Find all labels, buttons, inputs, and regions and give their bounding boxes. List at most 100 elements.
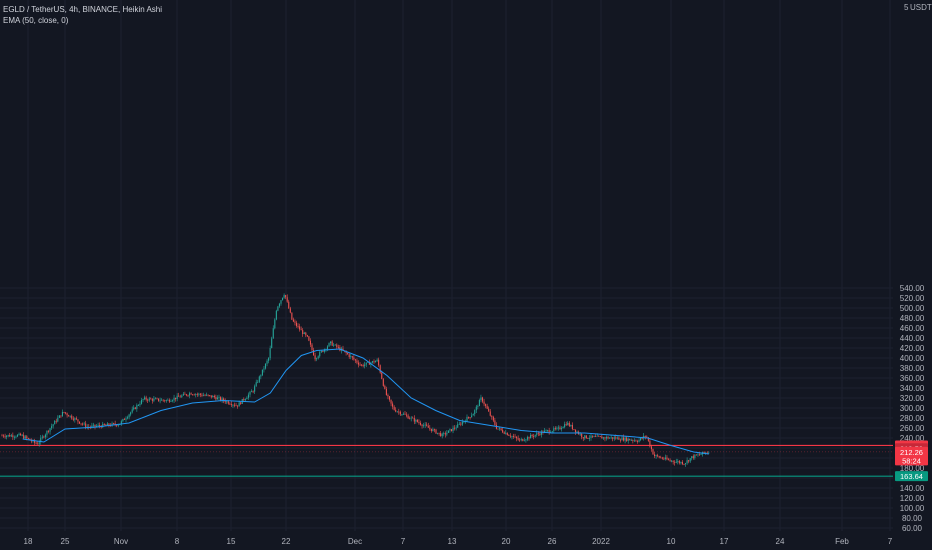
- candle-body: [278, 303, 280, 307]
- candle-body: [512, 436, 515, 438]
- ema-line: [22, 348, 709, 455]
- candle-body: [362, 365, 364, 367]
- candle-body: [266, 360, 268, 364]
- candle-body: [232, 404, 234, 406]
- price-tick-label: 380.00: [900, 364, 925, 373]
- candle-body: [215, 397, 217, 400]
- candle-body: [492, 416, 494, 421]
- candle-body: [134, 407, 136, 409]
- candle-body: [607, 437, 609, 439]
- candle-body: [322, 351, 324, 352]
- candle-body: [63, 411, 65, 413]
- candle-body: [388, 396, 391, 400]
- indicator-title[interactable]: EMA (50, close, 0): [3, 16, 69, 25]
- candle-body: [599, 436, 601, 438]
- horizontal-lines: [0, 444, 893, 477]
- candle-body: [564, 424, 566, 428]
- candle-body: [320, 351, 322, 353]
- candle-body: [581, 433, 583, 438]
- candle-body: [43, 436, 45, 438]
- candle-body: [54, 420, 56, 425]
- candle-body: [364, 364, 366, 367]
- price-tick-label: 440.00: [900, 334, 925, 343]
- candle-body: [131, 409, 133, 413]
- candle-body: [361, 364, 363, 366]
- candle-body: [164, 400, 166, 402]
- price-axis-top-label: 5: [904, 3, 909, 12]
- candle-body: [384, 385, 386, 389]
- price-axis[interactable]: 60.0080.00100.00120.00140.00160.00180.00…: [900, 3, 932, 533]
- candle-body: [71, 415, 73, 419]
- candle-body: [275, 310, 277, 320]
- candle-body: [27, 438, 29, 439]
- candle-body: [150, 398, 152, 400]
- candle-body: [111, 423, 113, 426]
- candle-body: [156, 398, 158, 400]
- candle-body: [609, 437, 611, 439]
- candle-body: [137, 405, 139, 406]
- candle-body: [677, 461, 679, 462]
- candle-body: [478, 400, 480, 407]
- price-tick-label: 80.00: [902, 514, 923, 523]
- candle-body: [167, 399, 169, 401]
- price-tick-label: 240.00: [900, 434, 925, 443]
- candle-body: [10, 435, 12, 437]
- candle-body: [517, 438, 519, 440]
- candle-body: [503, 432, 505, 434]
- candle-body: [113, 423, 115, 425]
- support-price-tag-bg: [895, 471, 928, 482]
- candle-body: [418, 421, 420, 423]
- candle-body: [412, 417, 414, 419]
- candle-body: [294, 321, 296, 323]
- time-axis[interactable]: 18 25 Nov 8 15 22 Dec 7 13 20 26 2022 10 17 24 Feb 7: [24, 537, 893, 546]
- candle-body: [359, 364, 361, 366]
- candle-body: [528, 437, 530, 439]
- candle-body: [311, 344, 313, 350]
- candle-body: [198, 393, 200, 395]
- candle-body: [654, 454, 656, 456]
- time-tick-label: Nov: [114, 537, 128, 546]
- candle-body: [305, 332, 307, 336]
- candle-body: [382, 378, 384, 386]
- candle-body: [537, 433, 539, 435]
- candle-body: [461, 421, 463, 425]
- candle-body: [576, 431, 578, 433]
- candle-body: [506, 432, 508, 436]
- candle-body: [268, 358, 270, 361]
- candle-body: [336, 344, 338, 348]
- candle-body: [285, 295, 287, 298]
- candle-body: [68, 415, 70, 417]
- candle-body: [678, 461, 680, 463]
- candle-body: [469, 417, 471, 419]
- candle-body: [223, 398, 225, 401]
- candle-body: [547, 430, 549, 432]
- candle-body: [356, 360, 358, 363]
- symbol-title[interactable]: EGLD / TetherUS, 4h, BINANCE, Heikin Ash…: [3, 5, 163, 14]
- candle-body: [165, 400, 167, 402]
- candle-body: [297, 326, 299, 327]
- candle-body: [351, 356, 353, 358]
- candle-body: [646, 436, 648, 438]
- candle-body: [210, 395, 212, 398]
- candle-body: [145, 397, 147, 400]
- candle-body: [669, 459, 671, 461]
- candle-body: [523, 440, 525, 442]
- candle-body: [454, 427, 456, 429]
- candle-body: [610, 437, 612, 439]
- candle-body: [288, 301, 290, 309]
- candle-body: [300, 329, 302, 331]
- candle-body: [227, 401, 229, 404]
- candle-body: [128, 414, 130, 418]
- candle-body: [458, 423, 460, 425]
- candle-body: [539, 433, 541, 435]
- candle-body: [159, 400, 161, 402]
- candle-body: [181, 395, 183, 398]
- candle-body: [257, 381, 259, 383]
- candle-body: [404, 413, 406, 415]
- candle-body: [49, 428, 51, 432]
- candle-body: [199, 393, 201, 395]
- candle-body: [230, 404, 232, 406]
- grid: [0, 0, 893, 531]
